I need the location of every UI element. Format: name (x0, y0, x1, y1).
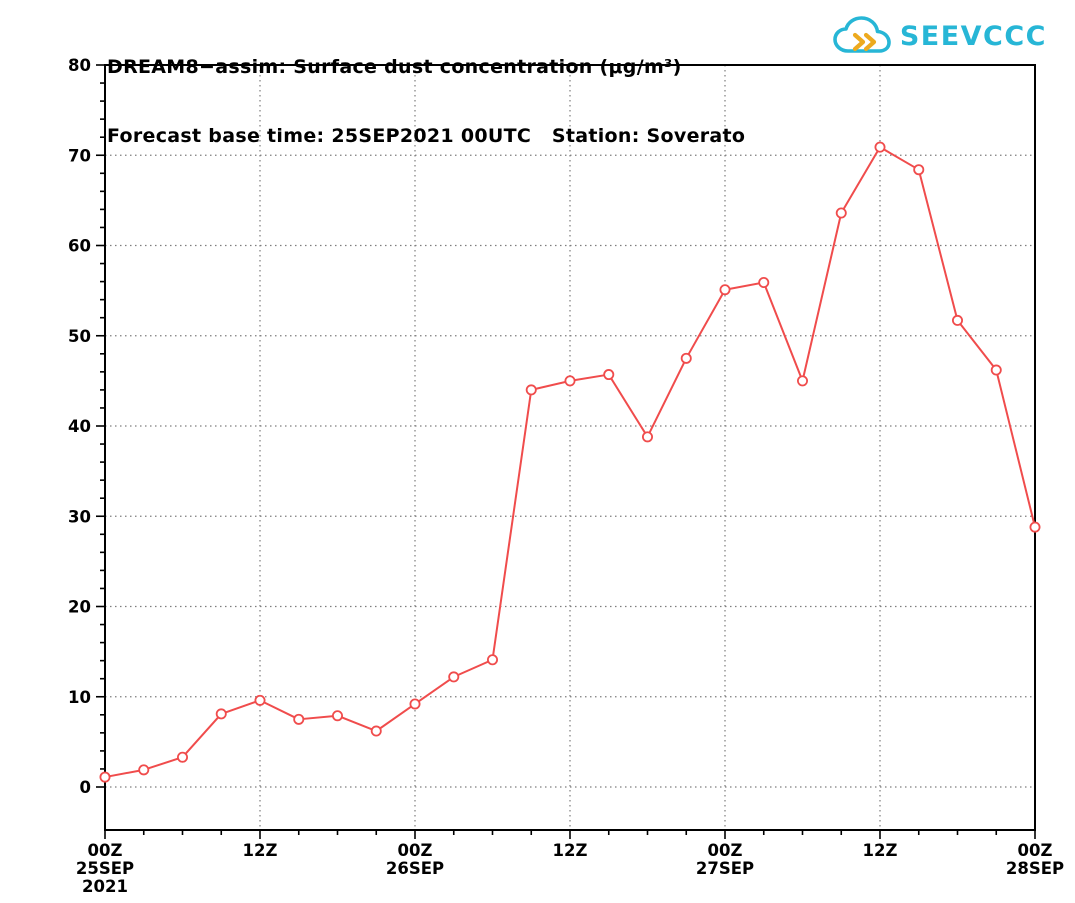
x-tick-label: 00Z (398, 841, 433, 860)
x-tick-date-label: 27SEP (696, 859, 754, 878)
data-point-marker (448, 671, 460, 683)
data-point-marker (758, 277, 770, 289)
y-tick-label: 50 (68, 327, 91, 346)
y-tick-label: 70 (68, 146, 91, 165)
y-tick-label: 30 (68, 507, 91, 526)
chart-subtitle: Forecast base time: 25SEP2021 00UTC Stat… (107, 125, 746, 147)
x-tick-label: 00Z (88, 841, 123, 860)
data-point-marker (525, 384, 537, 396)
chevron-right-icon (852, 32, 865, 52)
x-tick-date-label: 28SEP (1006, 859, 1064, 878)
data-point-marker (176, 751, 188, 763)
data-point-marker (409, 698, 421, 710)
data-point-marker (835, 207, 847, 219)
y-tick-label: 80 (68, 56, 91, 75)
data-point-marker (680, 352, 692, 364)
y-tick-label: 60 (68, 237, 91, 256)
data-point-marker (642, 431, 654, 443)
chevron-right-icon (863, 32, 876, 52)
data-point-marker (293, 713, 305, 725)
data-point-marker (874, 141, 886, 153)
data-point-marker (719, 284, 731, 296)
data-point-marker (138, 764, 150, 776)
x-tick-label: 12Z (863, 841, 898, 860)
data-point-marker (952, 314, 964, 326)
x-tick-date-label: 26SEP (386, 859, 444, 878)
x-tick-label: 12Z (553, 841, 588, 860)
x-tick-label: 00Z (708, 841, 743, 860)
y-tick-label: 20 (68, 598, 91, 617)
chart-titles: DREAM8−assim: Surface dust concentration… (107, 10, 745, 194)
data-point-marker (603, 369, 615, 381)
data-point-marker (913, 164, 925, 176)
seevccc-logo-text: SEEVCCC (899, 20, 1047, 52)
x-tick-label: 00Z (1018, 841, 1053, 860)
data-point-marker (564, 375, 576, 387)
y-tick-label: 0 (80, 778, 91, 797)
x-tick-year-label: 2021 (82, 877, 128, 896)
y-tick-label: 10 (68, 688, 91, 707)
data-markers (99, 141, 1041, 783)
seevccc-logo: SEEVCCC (831, 14, 1047, 58)
data-point-marker (797, 375, 809, 387)
data-point-marker (486, 654, 498, 666)
data-point-marker (215, 708, 227, 720)
data-point-marker (1029, 521, 1041, 533)
cloud-icon (833, 16, 891, 53)
data-point-marker (331, 710, 343, 722)
data-point-marker (99, 771, 111, 783)
data-line (104, 146, 1036, 779)
axis-ticks (96, 64, 1036, 839)
data-point-marker (370, 725, 382, 737)
y-tick-label: 40 (68, 417, 91, 436)
data-point-marker (990, 364, 1002, 376)
data-point-marker (254, 694, 266, 706)
x-tick-date-label: 25SEP (76, 859, 134, 878)
chart-title: DREAM8−assim: Surface dust concentration… (107, 56, 682, 78)
x-tick-label: 12Z (243, 841, 278, 860)
